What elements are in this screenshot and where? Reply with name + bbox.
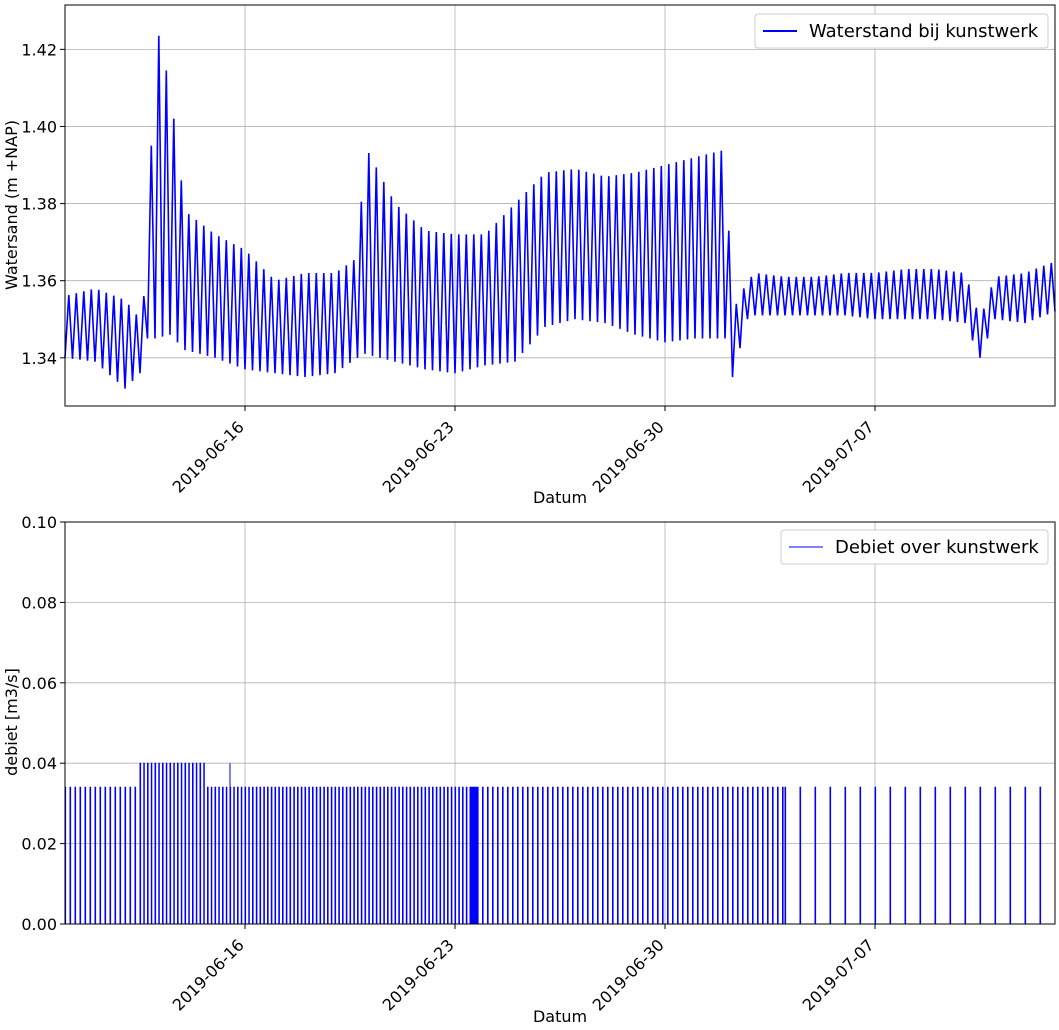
y-tick-label: 1.40	[21, 117, 57, 136]
waterstand-legend: Waterstand bij kunstwerk	[754, 13, 1049, 49]
y-tick-label: 0.04	[21, 754, 57, 773]
waterstand-plot-frame	[64, 4, 1056, 407]
x-tick-label: 2019-06-16	[169, 417, 248, 496]
x-tick-label: 2019-06-23	[379, 417, 458, 496]
y-tick-label: 0.02	[21, 835, 57, 854]
waterstand-series-line	[64, 35, 1056, 389]
y-tick-label: 0.08	[21, 593, 57, 612]
y-tick-label: 1.36	[21, 272, 57, 291]
waterstand-legend-label: Waterstand bij kunstwerk	[809, 21, 1039, 42]
debiet-legend-label: Debiet over kunstwerk	[835, 537, 1039, 558]
y-tick-label: 1.34	[21, 349, 57, 368]
x-tick-label: 2019-07-07	[799, 935, 878, 1014]
y-tick-label: 1.38	[21, 195, 57, 214]
debiet-plot-frame	[64, 521, 1056, 925]
x-tick-label: 2019-07-07	[799, 417, 878, 496]
waterstand-x-axis-label: Datum	[533, 488, 587, 507]
debiet-ticks: 2019-06-16 2019-06-23 2019-06-30 2019-07-07…	[21, 513, 877, 1015]
x-tick-label: 2019-06-30	[589, 417, 668, 496]
waterstand-chart: 2019-06-16 2019-06-23 2019-06-30 2019-07-07…	[2, 4, 1056, 507]
waterstand-y-axis-label: Watersand (m +NAP)	[2, 120, 21, 290]
y-tick-label: 0.00	[21, 915, 57, 934]
debiet-x-axis-label: Datum	[533, 1007, 587, 1026]
debiet-grid	[65, 521, 1055, 925]
x-tick-label: 2019-06-16	[169, 935, 248, 1014]
y-tick-label: 1.42	[21, 40, 57, 59]
waterstand-grid	[65, 5, 1055, 406]
y-tick-label: 0.06	[21, 674, 57, 693]
y-tick-label: 0.10	[21, 513, 57, 532]
waterstand-legend-box	[754, 13, 1049, 49]
debiet-chart: 2019-06-16 2019-06-23 2019-06-30 2019-07-07…	[2, 513, 1056, 1026]
x-tick-label: 2019-06-30	[589, 935, 668, 1014]
debiet-legend-box	[780, 529, 1049, 565]
debiet-y-axis-label: debiet [m3/s]	[2, 668, 21, 776]
debiet-legend: Debiet over kunstwerk	[780, 529, 1049, 565]
x-tick-label: 2019-06-23	[379, 935, 458, 1014]
